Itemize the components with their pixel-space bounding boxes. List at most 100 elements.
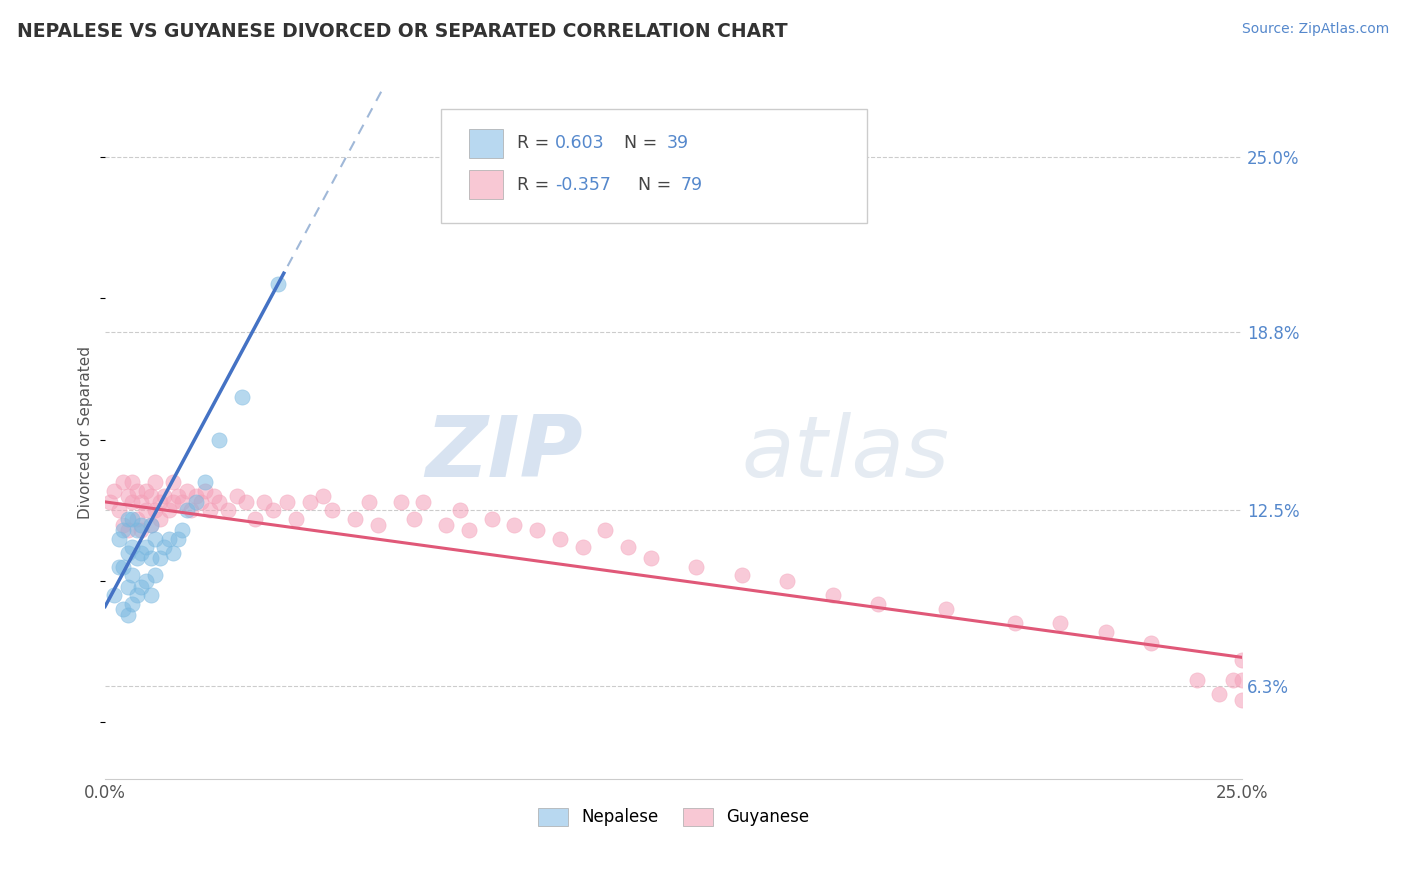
Point bbox=[149, 495, 172, 509]
Point bbox=[135, 540, 157, 554]
Point bbox=[503, 517, 526, 532]
Point bbox=[121, 597, 143, 611]
Text: Source: ZipAtlas.com: Source: ZipAtlas.com bbox=[1241, 22, 1389, 37]
Point bbox=[143, 568, 166, 582]
Point bbox=[125, 512, 148, 526]
Point bbox=[139, 517, 162, 532]
Point bbox=[131, 523, 153, 537]
Point bbox=[125, 523, 148, 537]
Point bbox=[121, 475, 143, 489]
Point bbox=[117, 489, 139, 503]
Point bbox=[125, 551, 148, 566]
Point bbox=[184, 489, 207, 503]
Point bbox=[412, 495, 434, 509]
Point bbox=[344, 512, 367, 526]
Point bbox=[1094, 624, 1116, 639]
Point bbox=[1230, 673, 1253, 687]
Point bbox=[107, 532, 129, 546]
Point bbox=[253, 495, 276, 509]
Text: R =: R = bbox=[516, 176, 554, 194]
Point bbox=[821, 588, 844, 602]
Point bbox=[312, 489, 335, 503]
Point bbox=[434, 517, 457, 532]
Point bbox=[243, 512, 266, 526]
Point bbox=[262, 503, 284, 517]
Point bbox=[176, 503, 198, 517]
Point bbox=[208, 495, 231, 509]
Point bbox=[180, 503, 202, 517]
Point bbox=[176, 483, 198, 498]
Point bbox=[166, 532, 188, 546]
Point bbox=[1230, 653, 1253, 667]
Point bbox=[139, 489, 162, 503]
Point bbox=[449, 503, 471, 517]
Point bbox=[172, 523, 194, 537]
Point bbox=[103, 588, 125, 602]
Point bbox=[153, 540, 176, 554]
Text: ZIP: ZIP bbox=[425, 412, 582, 495]
Point bbox=[526, 523, 548, 537]
Point bbox=[131, 495, 153, 509]
Point bbox=[571, 540, 593, 554]
Point bbox=[321, 503, 343, 517]
Point bbox=[267, 277, 290, 292]
Point bbox=[162, 475, 184, 489]
Y-axis label: Divorced or Separated: Divorced or Separated bbox=[79, 346, 93, 519]
Point bbox=[121, 512, 143, 526]
Point bbox=[166, 489, 188, 503]
Point bbox=[143, 503, 166, 517]
FancyBboxPatch shape bbox=[470, 170, 503, 199]
Point bbox=[143, 475, 166, 489]
Point bbox=[149, 551, 172, 566]
Point bbox=[404, 512, 426, 526]
Point bbox=[162, 546, 184, 560]
Point bbox=[153, 489, 176, 503]
Text: -0.357: -0.357 bbox=[555, 176, 612, 194]
Point bbox=[149, 512, 172, 526]
Point bbox=[162, 495, 184, 509]
Point bbox=[131, 517, 153, 532]
Text: 79: 79 bbox=[681, 176, 703, 194]
Point bbox=[157, 503, 180, 517]
Text: 39: 39 bbox=[666, 134, 689, 153]
Point bbox=[617, 540, 640, 554]
Point bbox=[217, 503, 239, 517]
Point bbox=[121, 495, 143, 509]
Point bbox=[112, 602, 135, 616]
Legend: Nepalese, Guyanese: Nepalese, Guyanese bbox=[531, 801, 817, 833]
Text: 0.603: 0.603 bbox=[555, 134, 605, 153]
Point bbox=[1185, 673, 1208, 687]
Point bbox=[172, 495, 194, 509]
Text: R =: R = bbox=[516, 134, 554, 153]
Point bbox=[276, 495, 298, 509]
Point bbox=[935, 602, 957, 616]
Point bbox=[139, 551, 162, 566]
Point bbox=[143, 532, 166, 546]
Point bbox=[776, 574, 799, 588]
Point bbox=[198, 503, 221, 517]
Point bbox=[98, 495, 121, 509]
Point bbox=[685, 560, 707, 574]
Point bbox=[103, 483, 125, 498]
Point bbox=[139, 588, 162, 602]
Point bbox=[1049, 616, 1071, 631]
Point bbox=[367, 517, 389, 532]
Point bbox=[285, 512, 308, 526]
Point bbox=[481, 512, 503, 526]
Point bbox=[107, 503, 129, 517]
FancyBboxPatch shape bbox=[440, 109, 868, 223]
Point bbox=[548, 532, 571, 546]
Text: atlas: atlas bbox=[742, 412, 950, 495]
Point bbox=[640, 551, 662, 566]
Point bbox=[112, 523, 135, 537]
Point bbox=[117, 512, 139, 526]
Point bbox=[357, 495, 380, 509]
Point bbox=[112, 560, 135, 574]
Point bbox=[117, 580, 139, 594]
Point bbox=[117, 607, 139, 622]
Point bbox=[458, 523, 481, 537]
Point bbox=[1222, 673, 1244, 687]
Point bbox=[135, 483, 157, 498]
Point bbox=[1004, 616, 1026, 631]
Point bbox=[125, 588, 148, 602]
